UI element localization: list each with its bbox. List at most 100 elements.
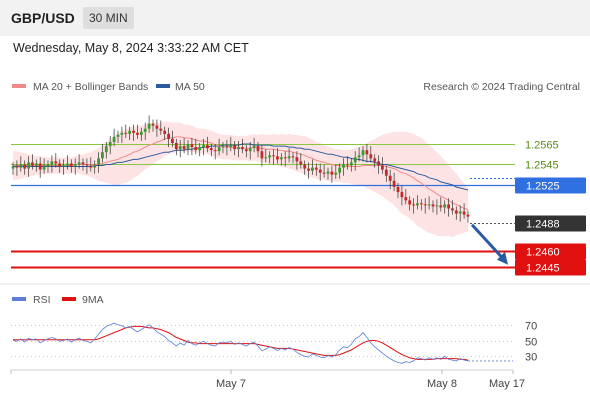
target-tag [515,259,586,276]
candle-body [416,203,419,206]
candle-body [42,166,46,170]
candle-body [97,158,100,165]
rsi-tick-label: 50 [525,337,537,349]
target-label: 1.2460 [526,247,560,259]
candle-body [283,157,287,159]
candle-body [451,208,454,211]
candle-body [338,167,342,173]
candle-body [143,128,147,132]
candle-body [116,134,120,137]
last-price-label: 1.2488 [526,219,560,231]
candle-body [396,187,400,193]
candle-body [66,163,69,166]
candle-body [34,163,38,166]
candle-body [408,200,412,205]
candle-body [244,149,248,152]
candle-body [357,155,361,158]
candle-body [174,143,178,150]
candle-body [369,154,373,159]
candle-body [128,130,132,134]
candle-body [198,147,202,151]
candle-body [19,164,23,168]
candle-body [159,128,163,131]
candle-body [15,166,19,168]
candle-body [404,197,408,201]
candle-body [307,168,310,171]
credit-label: Research © 2024 Trading Central [423,81,580,93]
rsi-panel: 70 50 30 [11,321,537,364]
candle-body [58,163,62,167]
candle-body [314,167,318,170]
candle-body [73,164,77,167]
rsi-legend-swatch [12,297,26,301]
candle-body [233,145,237,150]
candle-body [373,158,377,162]
x-axis: May 7 May 8 May 17 [10,370,525,390]
rsi-line [12,322,469,364]
candle-body [268,155,272,158]
candle-body [279,157,283,160]
bollinger-band-area [13,121,468,238]
candle-body [217,147,221,152]
x-tick-label: May 8 [427,378,457,390]
price-levels [11,144,515,269]
candle-body [31,162,34,166]
candle-body [178,146,182,150]
candle-body [11,166,15,169]
candle-body [318,169,322,173]
timeframe-button[interactable]: 30 MIN [83,7,134,29]
candle-body [209,148,213,151]
candle-body [462,211,466,215]
candle-body [466,214,470,217]
candle-body [147,123,151,129]
candle-body [136,132,139,135]
candle-body [377,161,380,166]
candle-body [225,146,229,148]
candle-body [108,142,112,147]
candle-body [69,163,73,167]
candle-body [151,123,155,126]
ma20-legend-swatch [12,84,26,88]
target-label: 1.2445 [526,263,560,275]
candle-body [89,165,93,168]
candle-body [77,162,81,165]
candle-body [295,157,299,162]
candlesticks [11,115,470,223]
candle-body [229,145,233,148]
candle-body [85,164,89,166]
candle-body [361,150,365,156]
bollinger-bands [13,121,468,238]
ma50-legend-label: MA 50 [175,81,205,93]
rsi-tick-label: 30 [525,352,537,364]
candle-body [139,131,143,135]
candle-body [330,171,334,175]
rsi-tick-label: 70 [525,321,537,333]
x-tick-label: May 7 [216,378,246,390]
candle-body [443,204,447,208]
candle-body [186,144,190,150]
resistance-label: 1.2565 [525,140,559,152]
candle-body [23,164,27,169]
candle-body [458,211,462,214]
candle-body [50,161,54,165]
candle-body [303,164,307,169]
candle-body [392,180,396,187]
candle-body [132,130,135,133]
candle-body [202,145,205,148]
pivot-label: 1.2525 [526,181,560,193]
candle-body [365,150,369,155]
top-bar: GBP/USD 30 MIN [0,0,590,36]
candle-body [120,132,124,135]
candle-body [423,204,427,206]
x-tick-label: May 17 [489,378,525,390]
ma20-legend-label: MA 20 + Bollinger Bands [33,81,148,93]
candle-body [400,192,404,198]
candle-body [381,165,384,170]
candle-body [248,148,252,152]
candle-body [252,146,256,149]
pivot-tag [515,177,586,194]
candle-body [54,161,58,164]
candle-body [167,133,170,139]
